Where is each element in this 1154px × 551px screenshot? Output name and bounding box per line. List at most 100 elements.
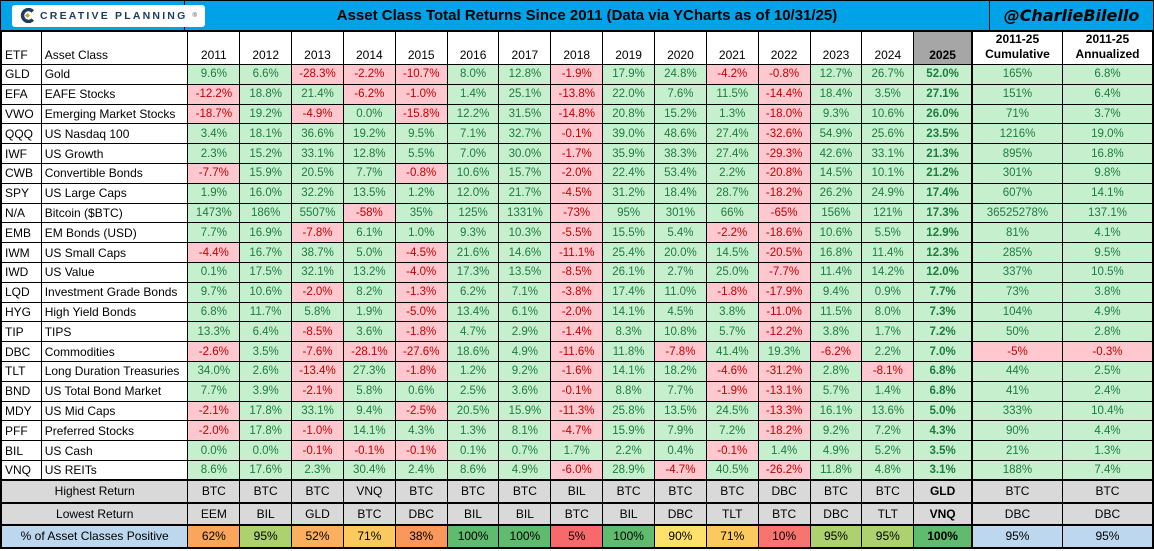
return-cell: 2.7% — [654, 261, 707, 283]
return-cell: 16.8% — [1061, 143, 1154, 164]
return-cell: 1.2% — [446, 360, 500, 382]
table-row-CWB: CWB Convertible Bonds -7.7% 15.9% 20.5% 7.7% -… — [0, 162, 1154, 184]
lowest-return-cell: BTC — [757, 501, 811, 526]
return-cell: 2.8% — [1061, 321, 1154, 343]
return-cell: -18.0% — [757, 103, 811, 125]
etf-cell: GLD — [0, 64, 42, 85]
return-cell: 3.8% — [1061, 281, 1154, 303]
return-cell: -1.9% — [550, 64, 604, 85]
return-cell: -11.6% — [550, 341, 604, 362]
return-cell: 14.1% — [342, 420, 396, 442]
return-cell: 3.8% — [705, 301, 759, 323]
return-cell: -4.5% — [394, 242, 448, 263]
return-cell: 9.3% — [446, 222, 500, 244]
return-cell: 5507% — [291, 202, 344, 224]
pct-positive-cell: 5% — [550, 524, 604, 549]
asset-class-cell: US Mid Caps — [40, 400, 189, 422]
page-title: Asset Class Total Returns Since 2011 (Da… — [336, 7, 838, 24]
col-header-2014: 2014 — [342, 30, 396, 65]
return-cell: -13.1% — [757, 380, 811, 402]
return-cell: 12.8% — [498, 64, 552, 85]
return-cell: -4.0% — [394, 261, 448, 283]
return-cell: 25.4% — [602, 242, 655, 263]
return-cell: 13.4% — [446, 301, 500, 323]
return-cell: -8.5% — [291, 321, 344, 343]
etf-cell: LQD — [0, 281, 42, 303]
return-cell: 30.0% — [498, 143, 552, 164]
return-cell: 21.6% — [446, 242, 500, 263]
return-cell: 38.7% — [291, 242, 344, 263]
etf-cell: PFF — [0, 420, 42, 442]
return-cell: -2.2% — [705, 222, 759, 244]
table-row-IWM: IWM US Small Caps -4.4% 16.7% 38.7% 5.0% -4.5%… — [0, 242, 1154, 263]
return-cell: -3.8% — [550, 281, 604, 303]
return-cell: 7.4% — [1061, 459, 1154, 481]
return-cell: 32.1% — [291, 261, 344, 283]
return-cell: 27.4% — [705, 123, 759, 145]
return-cell: 1.9% — [187, 182, 241, 204]
return-cell: 3.4% — [187, 123, 241, 145]
return-cell: 32.2% — [291, 182, 344, 204]
pct-positive-cell: 100% — [913, 524, 973, 549]
header-row: ETF Asset Class 2011 2012 2013 2014 2015 2016 20… — [0, 30, 1154, 65]
return-cell: 2.8% — [809, 360, 863, 382]
return-cell: 16.0% — [239, 182, 293, 204]
return-cell: 48.6% — [654, 123, 707, 145]
return-cell: -12.2% — [757, 321, 811, 343]
return-cell: 15.7% — [498, 162, 552, 184]
lowest-return-cell: DBC — [809, 501, 863, 526]
return-cell: 15.2% — [654, 103, 707, 125]
return-cell: 32.7% — [498, 123, 552, 145]
return-cell: -1.7% — [550, 143, 604, 164]
return-cell: -6.2% — [809, 341, 863, 362]
return-cell: 151% — [970, 83, 1063, 105]
return-cell: 0.0% — [342, 103, 396, 125]
return-cell: 6.2% — [446, 281, 500, 303]
pct-positive-cell: 100% — [602, 524, 655, 549]
return-cell: -13.4% — [291, 360, 344, 382]
lowest-return-cell: TLT — [861, 501, 915, 526]
return-cell: 10.6% — [239, 281, 293, 303]
etf-cell: TLT — [0, 360, 42, 382]
pct-positive-cell: 95% — [861, 524, 915, 549]
asset-class-cell: Preferred Stocks — [40, 420, 189, 442]
return-cell: -1.3% — [394, 281, 448, 303]
return-cell: 3.8% — [809, 321, 863, 343]
pct-positive-cell: 71% — [705, 524, 759, 549]
return-cell: 11.4% — [809, 261, 863, 283]
return-cell: 39.0% — [602, 123, 655, 145]
return-cell: 6.6% — [239, 64, 293, 85]
return-cell: -15.8% — [394, 103, 448, 125]
return-cell: -27.6% — [394, 341, 448, 362]
lowest-return-cell: BTC — [550, 501, 604, 526]
table-row-LQD: LQD Investment Grade Bonds 9.7% 10.6% -2.0% 8… — [0, 281, 1154, 303]
return-cell: 2.9% — [498, 321, 552, 343]
return-cell: 5.7% — [705, 321, 759, 343]
table-row-MDY: MDY US Mid Caps -2.1% 17.8% 33.1% 9.4% -2.5% 20… — [0, 400, 1154, 422]
return-cell: 19.3% — [757, 341, 811, 362]
return-cell: -1.0% — [291, 420, 344, 442]
app-title-bar: CREATIVE PLANNING ® Asset Class Total Ret… — [0, 0, 1154, 30]
asset-class-cell: Bitcoin ($BTC) — [40, 202, 189, 224]
return-cell: 186% — [239, 202, 293, 224]
return-cell: 6.8% — [913, 380, 973, 402]
highest-return-cell: BTC — [446, 479, 500, 504]
return-cell: -28.3% — [291, 64, 344, 85]
lowest-return-cell: GLD — [291, 501, 344, 526]
return-cell: -11.0% — [757, 301, 811, 323]
return-cell: 12.2% — [446, 103, 500, 125]
lowest-return-cell: VNQ — [913, 501, 973, 526]
table-row-BND: BND US Total Bond Market 7.7% 3.9% -2.1% 5.8%… — [0, 380, 1154, 402]
lowest-return-row: Lowest Return EEM BIL GLD BTC DBC BIL BIL BTC BIL… — [0, 501, 1154, 526]
return-cell: 13.2% — [342, 261, 396, 283]
return-cell: 5.8% — [291, 301, 344, 323]
return-cell: 10.6% — [446, 162, 500, 184]
return-cell: 125% — [446, 202, 500, 224]
return-cell: 8.6% — [187, 459, 241, 481]
return-cell: -5% — [970, 341, 1063, 362]
return-cell: -73% — [550, 202, 604, 224]
return-cell: -6.2% — [342, 83, 396, 105]
col-header-2022: 2022 — [757, 30, 811, 65]
return-cell: 18.4% — [654, 182, 707, 204]
return-cell: 10.1% — [861, 162, 915, 184]
